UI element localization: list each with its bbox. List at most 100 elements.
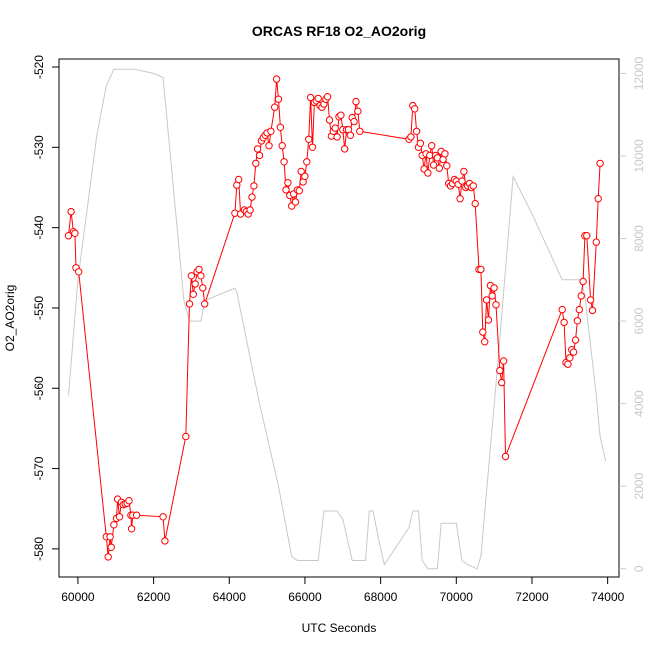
data-point [429, 161, 438, 169]
data-point [458, 177, 466, 185]
y2-axis: 0 2000 4000 6000 8000 10000 12000 [619, 56, 646, 572]
data-point [350, 117, 358, 126]
data-point [235, 175, 243, 184]
data-point [346, 131, 355, 140]
y-tick-label: -560 [32, 376, 46, 400]
x-tick-label: 66000 [288, 590, 322, 604]
data-point [596, 159, 604, 168]
data-point [416, 139, 425, 148]
data-point [253, 145, 262, 153]
data-point [492, 301, 500, 309]
data-point [566, 354, 574, 362]
plot-frame [58, 58, 620, 578]
data-point [490, 284, 498, 292]
data-point [560, 318, 568, 327]
data-point [195, 265, 203, 274]
data-point [161, 537, 169, 545]
data-point [411, 105, 419, 113]
data-point [573, 317, 582, 325]
data-point [498, 378, 506, 387]
x-tick-label: 64000 [213, 590, 247, 604]
data-point [106, 533, 114, 541]
data-point [272, 75, 281, 83]
data-point [354, 107, 362, 115]
data-point [569, 348, 578, 356]
data-point [199, 284, 207, 292]
data-point [488, 292, 496, 300]
data-point [323, 93, 332, 101]
data-point [456, 195, 464, 203]
data-point [341, 145, 349, 153]
data-point [104, 553, 112, 561]
data-point [291, 198, 300, 206]
data-point [255, 151, 264, 160]
data-point [501, 452, 510, 461]
data-point [67, 207, 75, 216]
y2-tick-label: 0 [632, 565, 646, 572]
data-point [248, 193, 256, 201]
data-point [482, 296, 491, 304]
data-point [594, 195, 602, 203]
y2-tick-label: 8000 [632, 225, 646, 252]
y2-tick-label: 10000 [632, 139, 646, 173]
data-point [187, 272, 196, 280]
data-point [481, 338, 489, 346]
data-point [297, 167, 305, 176]
x-axis: 60000 62000 64000 66000 68000 70000 72000 74000 [61, 577, 625, 604]
y-tick-label: -540 [32, 215, 46, 239]
data-point [499, 357, 508, 365]
x-tick-label: 74000 [591, 590, 625, 604]
y2-tick-label: 2000 [632, 473, 646, 500]
data-point [469, 182, 477, 190]
data-point [333, 133, 341, 141]
y-tick-label: -580 [32, 537, 46, 561]
y-tick-label: -550 [32, 296, 46, 320]
data-point [592, 238, 600, 246]
data-point [558, 305, 566, 314]
data-point [276, 123, 285, 132]
data-point [356, 127, 364, 136]
data-point [64, 232, 73, 240]
data-point [577, 292, 585, 300]
data-point [301, 172, 309, 181]
data-point [185, 300, 194, 308]
data-point [484, 316, 493, 324]
data-point [271, 103, 279, 111]
data-point [75, 268, 83, 276]
data-point [274, 95, 283, 103]
y-axis-label: O2_AO2orig [3, 285, 17, 352]
y-tick-label: -570 [32, 456, 46, 480]
data-point [586, 296, 595, 304]
data-point [201, 300, 209, 308]
data-point [115, 513, 124, 521]
data-point [265, 142, 273, 150]
data-point [407, 133, 415, 141]
data-point [424, 169, 432, 177]
data-point [477, 265, 485, 274]
x-tick-label: 72000 [515, 590, 549, 604]
data-point [435, 164, 443, 172]
data-point [197, 272, 205, 280]
data-point [564, 360, 572, 368]
data-point [280, 158, 288, 166]
data-point [496, 366, 504, 375]
altitude-line [68, 68, 607, 570]
x-tick-label: 62000 [137, 590, 171, 604]
data-point [252, 159, 260, 168]
data-point [571, 336, 580, 344]
x-tick-label: 68000 [364, 590, 398, 604]
data-point [71, 229, 79, 238]
data-point [352, 97, 360, 106]
x-axis-label: UTC Seconds [302, 621, 377, 635]
data-point [479, 328, 487, 336]
data-point [278, 142, 286, 150]
data-point [250, 182, 258, 190]
data-point [305, 135, 313, 144]
y2-tick-label: 12000 [632, 56, 646, 90]
y-tick-label: -520 [32, 55, 46, 79]
data-point [303, 158, 311, 166]
data-point [325, 116, 334, 124]
y-axis: -520 -530 -540 -550 -560 -570 -580 [32, 55, 59, 561]
data-point [428, 142, 436, 150]
